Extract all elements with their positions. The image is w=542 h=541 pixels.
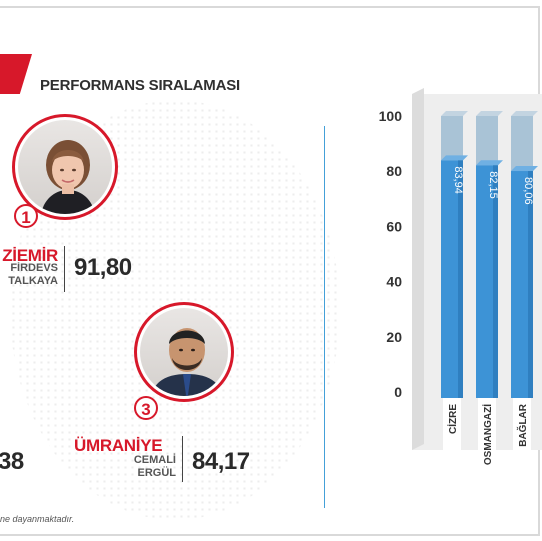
bar-value-cap [476, 160, 503, 166]
bar-value-cap [511, 166, 538, 172]
y-tick-label: 0 [394, 384, 402, 400]
x-label-box [443, 398, 461, 466]
x-label-box [478, 398, 496, 466]
bar-value-side [493, 165, 498, 398]
score-separator [182, 436, 183, 482]
x-category-label: CİZRE [446, 404, 459, 434]
person-first-name: CEMALİ [133, 454, 176, 466]
rank-badge-1: 1 [14, 204, 38, 228]
y-tick-label: 20 [386, 329, 402, 345]
bar-top-cap [511, 111, 538, 116]
person-name-rank-1: FİRDEVS TALKAYA [4, 262, 58, 288]
rank-badge-3: 3 [134, 396, 158, 420]
footnote: ne dayanmaktadır. [0, 514, 75, 524]
bar-value [476, 165, 498, 398]
y-tick-label: 60 [386, 218, 402, 234]
avatar-rank-3 [134, 302, 234, 402]
person-last-name: ERGÜL [137, 467, 177, 479]
y-tick-label: 40 [386, 274, 402, 290]
x-label-box [513, 398, 531, 466]
avatar-rank-1 [12, 114, 118, 220]
bar-value-side [458, 160, 463, 398]
person-last-name: TALKAYA [8, 275, 58, 287]
y-tick-label: 80 [386, 163, 402, 179]
bar-value-label: 83,94 [452, 166, 464, 194]
bar-top-cap [441, 111, 468, 116]
chart-panel-edge [412, 88, 424, 450]
score-rank-3: 84,17 [192, 448, 250, 475]
person-name-rank-3: CEMALİ ERGÜL [118, 454, 176, 480]
score-rank-2-partial: 38 [0, 448, 24, 475]
portrait-icon [41, 140, 95, 214]
bar-top-cap [476, 111, 503, 116]
bar-value-side [528, 171, 533, 398]
y-tick-label: 100 [379, 108, 403, 124]
x-category-label: OSMANGAZİ [481, 404, 494, 465]
section-divider [324, 126, 325, 508]
bar-value-cap [441, 155, 468, 161]
city-name-rank-1: ZİEMİR [2, 246, 58, 265]
bar-value-label: 82,15 [487, 171, 499, 199]
bar-value-label: 80,06 [522, 177, 534, 205]
score-separator [64, 246, 65, 292]
score-rank-1: 91,80 [74, 254, 132, 281]
portrait-icon [151, 328, 223, 396]
bar-value [511, 171, 533, 398]
bar-value [441, 160, 463, 398]
x-category-label: BAĞLAR [516, 403, 529, 447]
city-name-rank-3: ÜMRANİYE [74, 436, 163, 455]
page-title: PERFORMANS SIRALAMASI [40, 77, 240, 94]
person-first-name: FİRDEVS [10, 262, 58, 274]
